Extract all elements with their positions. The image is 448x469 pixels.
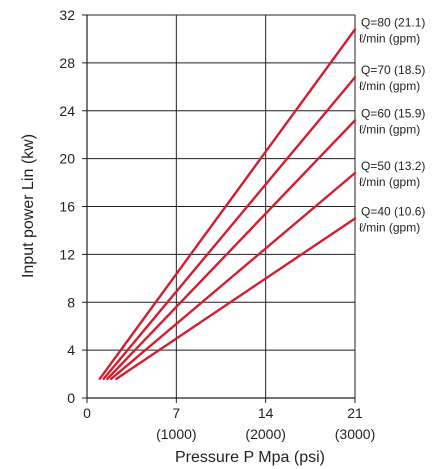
series-label-flow: Q=40 (10.6) bbox=[361, 204, 425, 218]
y-axis-title: Input power Lin (kw) bbox=[20, 134, 37, 278]
y-tick-label: 4 bbox=[67, 342, 75, 358]
series-label-flow: Q=80 (21.1) bbox=[361, 15, 425, 29]
series-lines bbox=[98, 28, 357, 381]
x-tick-label: 7 bbox=[172, 405, 180, 421]
x-tick-label: 14 bbox=[258, 405, 274, 421]
series-label-flow: Q=70 (18.5) bbox=[361, 63, 425, 77]
x-tick-label: 0 bbox=[83, 405, 91, 421]
y-tick-label: 20 bbox=[59, 151, 75, 167]
series-label-unit: ℓ/min (gpm) bbox=[359, 175, 420, 189]
series-label-flow: Q=60 (15.9) bbox=[361, 106, 425, 120]
y-tick-label: 32 bbox=[59, 7, 75, 23]
series-line bbox=[98, 28, 357, 381]
y-tick-label: 0 bbox=[67, 390, 75, 406]
series-label-unit: ℓ/min (gpm) bbox=[359, 220, 420, 234]
y-tick-label: 24 bbox=[59, 103, 75, 119]
series-label-unit: ℓ/min (gpm) bbox=[359, 122, 420, 136]
y-tick-label: 8 bbox=[67, 294, 75, 310]
x-tick-label-secondary: (3000) bbox=[335, 426, 375, 442]
series-label-flow: Q=50 (13.2) bbox=[361, 159, 425, 173]
axes bbox=[82, 14, 356, 403]
series-line bbox=[106, 119, 357, 381]
x-axis-title: Pressure P Mpa (psi) bbox=[175, 449, 325, 466]
y-tick-label: 12 bbox=[59, 246, 75, 262]
x-tick-label-secondary: (1000) bbox=[156, 426, 196, 442]
series-line bbox=[115, 217, 357, 381]
series-label-unit: ℓ/min (gpm) bbox=[359, 79, 420, 93]
series-line bbox=[110, 171, 357, 381]
series-labels: Q=80 (21.1) ℓ/min (gpm) Q=70 (18.5) ℓ/min (… bbox=[359, 15, 425, 234]
x-tick-label-secondary: (2000) bbox=[245, 426, 285, 442]
y-tick-label: 16 bbox=[59, 199, 75, 215]
tick-labels: 0 4 8 12 16 20 24 28 32 0 7 14 21 (1000) (2000) (3000) bbox=[59, 7, 375, 442]
x-tick-label: 21 bbox=[347, 405, 363, 421]
series-line bbox=[102, 76, 357, 381]
y-tick-label: 28 bbox=[59, 55, 75, 71]
series-label-unit: ℓ/min (gpm) bbox=[359, 31, 420, 45]
